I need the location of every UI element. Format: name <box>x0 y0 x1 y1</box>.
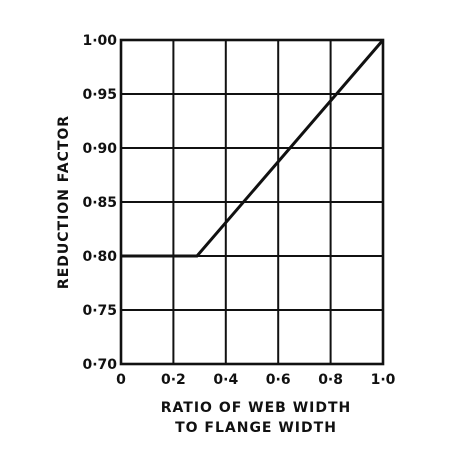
x-tick-label: 0 <box>116 372 126 388</box>
x-tick-label: 0·4 <box>213 372 238 388</box>
grid <box>121 40 383 364</box>
y-tick-label: 0·80 <box>82 249 117 265</box>
series-line-1 <box>121 39 385 258</box>
plot-frame <box>119 38 385 366</box>
y-axis-label: REDUCTION FACTOR <box>56 115 72 289</box>
x-axis-label-line-2: TO FLANGE WIDTH <box>175 420 337 436</box>
plot-border <box>119 38 385 366</box>
y-tick-label: 0·75 <box>82 303 117 319</box>
y-tick-label: 0·90 <box>82 141 117 157</box>
x-tick-labels: 0 0·2 0·4 0·6 0·8 1·0 <box>116 372 396 388</box>
y-tick-label: 0·85 <box>82 195 117 211</box>
x-tick-label: 0·6 <box>266 372 291 388</box>
y-tick-labels: 0·70 0·75 0·80 0·85 0·90 0·95 1·00 <box>82 33 117 373</box>
x-axis-label-line-1: RATIO OF WEB WIDTH <box>161 400 352 416</box>
x-tick-label: 0·8 <box>318 372 343 388</box>
y-tick-label: 0·70 <box>82 357 117 373</box>
y-tick-label: 0·95 <box>82 87 117 103</box>
x-tick-label: 1·0 <box>371 372 396 388</box>
series-layer <box>121 39 385 258</box>
x-tick-label: 0·2 <box>161 372 186 388</box>
y-tick-label: 1·00 <box>82 33 117 49</box>
